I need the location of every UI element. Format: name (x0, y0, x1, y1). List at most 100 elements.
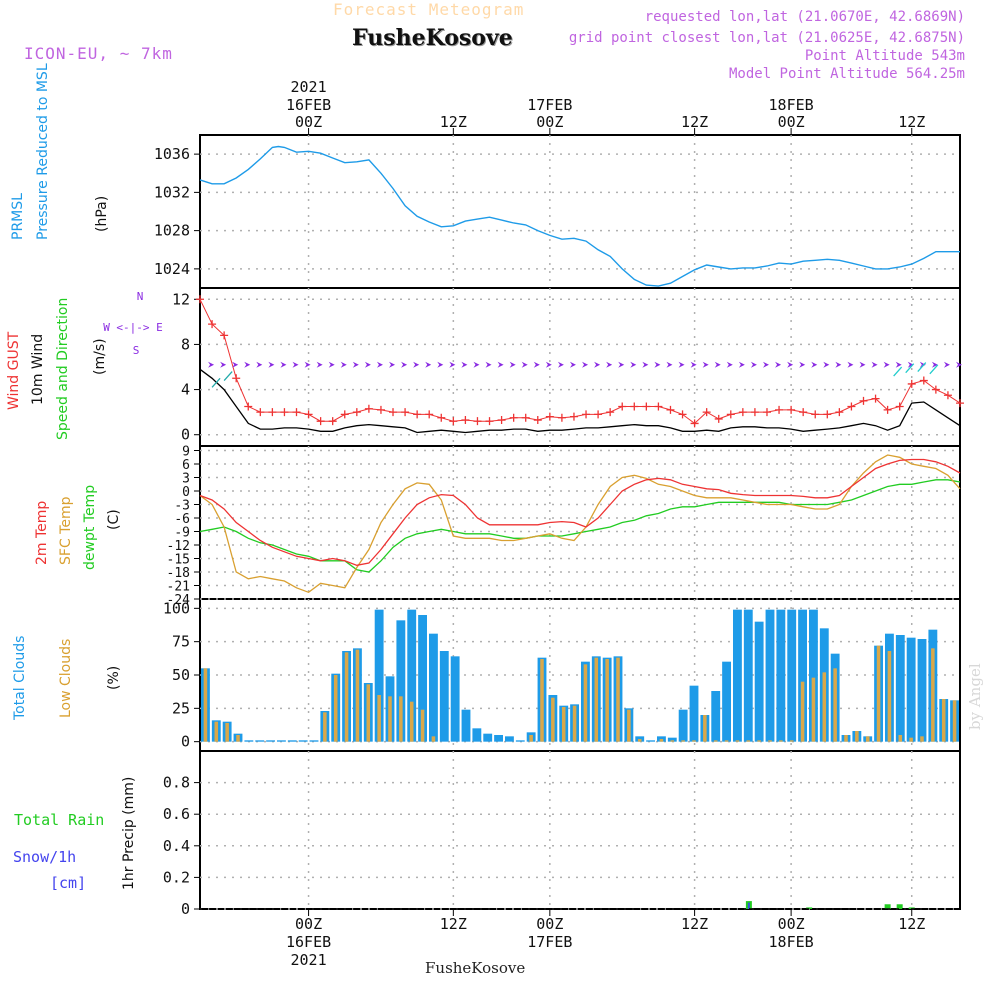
gust-marker (835, 408, 844, 417)
low-cloud-bar (572, 705, 577, 742)
low-cloud-bar (920, 736, 924, 742)
wind-barb-arrow (917, 362, 927, 372)
gust-marker (340, 410, 349, 419)
model-label: ICON-EU, ~ 7km (24, 44, 173, 63)
y-tick-label: -6 (174, 512, 190, 527)
gust-marker (594, 410, 603, 419)
wind-direction-arrow (931, 361, 938, 368)
low-cloud-bar (670, 740, 675, 742)
low-cloud-bar (583, 664, 588, 742)
gust-marker (497, 416, 506, 425)
y-tick-label: -12 (167, 539, 190, 554)
sfc-temp-line (199, 454, 961, 594)
station-title: FusheKosove (352, 25, 513, 51)
wind-direction-arrow (256, 361, 263, 368)
wind-direction-arrow (220, 361, 227, 368)
total-cloud-bar (646, 740, 655, 742)
wind-direction-arrow (401, 361, 408, 368)
bottom-date-label: 18FEB (769, 933, 814, 951)
product-title: Forecast Meteogram (333, 0, 525, 19)
low-cloud-bar (214, 721, 219, 742)
wind-direction-arrow (726, 361, 733, 368)
gust-marker (545, 412, 554, 421)
y-tick-label: 0.2 (163, 868, 190, 886)
wind-direction-arrow (244, 361, 251, 368)
total-cloud-bar (776, 609, 786, 742)
gust-marker (509, 413, 518, 422)
top-date-label: 16FEB (286, 96, 331, 114)
requested-coords: requested lon,lat (21.0670E, 42.6869N) (644, 9, 965, 25)
low-cloud-bar (355, 649, 360, 742)
wind-direction-arrow (738, 361, 745, 368)
total-cloud-bar (439, 651, 449, 742)
total-cloud-bar (429, 633, 438, 742)
gust-marker (437, 413, 446, 422)
wind-direction-arrow (364, 361, 371, 368)
snow-unit-label: [cm] (50, 874, 86, 892)
y-tick-label: 0 (181, 733, 190, 751)
gust-marker (461, 416, 470, 425)
low-cloud-bar (594, 657, 599, 742)
low-cloud-bar (811, 677, 816, 742)
gust-marker (485, 417, 494, 426)
low-cloud-bar (941, 699, 946, 742)
total-cloud-bar (374, 609, 384, 742)
low-cloud-bar (388, 696, 392, 742)
rain-bar (908, 907, 915, 909)
wind-direction-arrow (956, 361, 962, 368)
gust-marker (847, 402, 856, 411)
compass-west-east: W <-|-> E (103, 321, 163, 334)
low-cloud-bar (203, 668, 208, 742)
low-cloud-bar (822, 672, 827, 742)
y-tick-label: -9 (174, 526, 190, 541)
rain-bar (806, 907, 813, 909)
total-cloud-bar (277, 740, 286, 742)
y-tick-label: 1028 (154, 222, 190, 240)
wind-direction-arrow (618, 361, 625, 368)
gust-marker (775, 405, 784, 414)
wind-direction-arrow (702, 361, 709, 368)
low-cloud-bar (779, 740, 783, 742)
gust-marker (823, 410, 832, 419)
gust-marker (931, 385, 940, 394)
gust-marker (726, 410, 735, 419)
total-cloud-bar (483, 733, 493, 742)
total-cloud-bar (754, 621, 764, 742)
bottom-time-label: 00Z (778, 915, 805, 933)
gust-marker (304, 410, 313, 419)
total-cloud-bar (667, 737, 677, 742)
total-rain-label: Total Rain (14, 811, 104, 829)
total-cloud-bar (765, 609, 775, 742)
low-cloud-bar (703, 715, 707, 742)
low-cloud-bar (833, 668, 837, 742)
dewpoint-line (199, 479, 961, 573)
low-cloud-bar (876, 645, 881, 742)
wind-gust-label: Wind GUST (6, 331, 22, 410)
gust-marker (630, 402, 639, 411)
gust-marker (606, 408, 615, 417)
gust-marker (859, 396, 868, 405)
wind-speed-direction-label: Speed and Direction (55, 298, 71, 440)
wind-direction-arrow (594, 361, 601, 368)
y-tick-label: 12 (172, 290, 190, 308)
dewpt-temp-label: dewpt Temp (82, 485, 98, 570)
gust-marker (738, 408, 747, 417)
y-tick-label: -21 (167, 580, 190, 595)
gust-marker (750, 408, 759, 417)
low-cloud-bar (713, 740, 718, 742)
temp2m-label: 2m Temp (34, 501, 50, 565)
gust-marker (762, 408, 771, 417)
total-cloud-bar (743, 609, 753, 742)
y-tick-label: 0 (182, 485, 190, 500)
low-cloud-bar (789, 740, 794, 742)
y-tick-label: 0.6 (163, 805, 190, 823)
gust-marker (208, 320, 217, 329)
gust-marker (702, 408, 711, 417)
total-cloud-bar (461, 709, 471, 742)
total-cloud-bar (396, 620, 406, 742)
low-cloud-bar (909, 737, 913, 742)
wind-barb-arrow (211, 377, 221, 388)
gust-marker (799, 408, 808, 417)
gust-marker (425, 410, 434, 419)
wind-direction-arrow (557, 361, 564, 368)
